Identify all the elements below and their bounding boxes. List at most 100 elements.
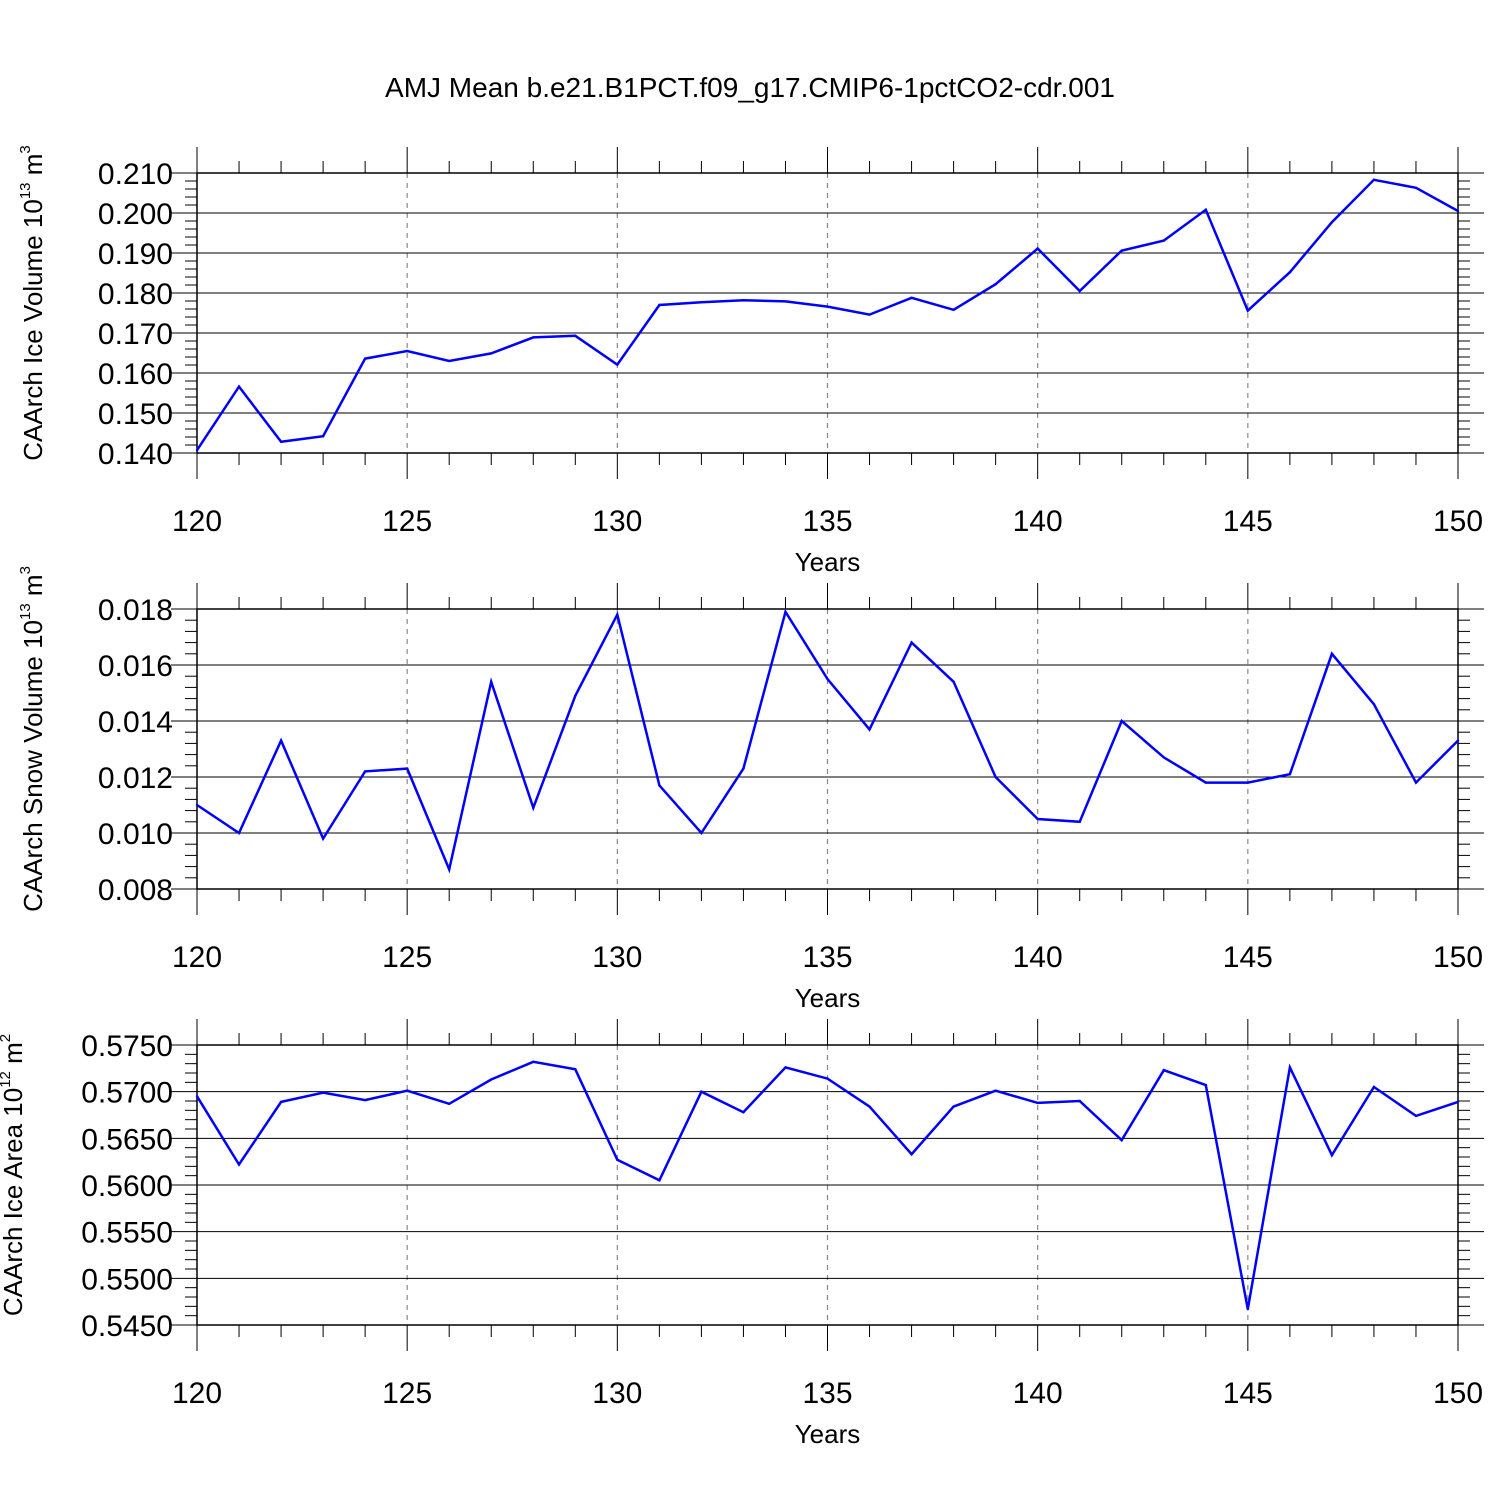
data-point	[1204, 1083, 1208, 1087]
data-point	[910, 641, 913, 644]
x-tick-label: 130	[592, 941, 642, 974]
data-point	[321, 837, 325, 840]
data-point	[1330, 221, 1334, 224]
data-point	[742, 299, 745, 302]
data-point	[742, 1111, 745, 1114]
x-tick-label: 120	[172, 941, 222, 974]
x-axis-label: Years	[795, 1419, 861, 1449]
data-point	[405, 349, 409, 353]
data-point	[1456, 209, 1460, 213]
y-axis-label: CAArch Ice Volume 1013 m3	[17, 145, 48, 461]
panel-1: 120 125 130 135 140 145 150 0.140 0.150 0.160 0.17…	[17, 145, 1484, 577]
y-tick-label: 0.014	[98, 706, 173, 739]
data-point	[363, 357, 367, 360]
data-point	[658, 1179, 661, 1182]
x-tick-label: 140	[1013, 505, 1063, 538]
x-tick-label: 150	[1433, 505, 1483, 538]
y-tick-label: 0.5500	[81, 1263, 173, 1296]
data-point	[279, 1100, 283, 1104]
data-point	[910, 296, 913, 299]
y-tick-label: 0.5450	[81, 1310, 173, 1343]
data-point	[363, 1098, 367, 1102]
data-point	[532, 336, 535, 339]
data-point	[1078, 289, 1081, 293]
y-tick-label: 0.190	[98, 238, 173, 271]
data-point	[1414, 1114, 1418, 1118]
data-point	[658, 784, 661, 787]
data-point	[994, 283, 997, 286]
data-point	[321, 1091, 325, 1094]
x-tick-label: 120	[172, 1377, 222, 1410]
data-point	[1288, 1066, 1292, 1069]
data-point	[490, 352, 493, 355]
data-point	[868, 728, 871, 731]
data-point	[1204, 208, 1208, 211]
data-point	[1246, 1307, 1250, 1311]
data-point	[1162, 756, 1165, 759]
x-tick-label: 135	[802, 941, 852, 974]
y-tick-label: 0.016	[98, 650, 173, 683]
data-point	[1162, 1069, 1165, 1072]
x-tick-label: 145	[1223, 941, 1273, 974]
data-point	[448, 1102, 451, 1106]
data-point	[616, 363, 619, 366]
data-point	[1120, 719, 1123, 723]
data-point	[1372, 178, 1376, 181]
data-point	[826, 677, 829, 681]
data-point	[1456, 739, 1460, 742]
data-point	[1246, 309, 1250, 312]
data-point	[490, 1078, 493, 1081]
data-point	[1120, 249, 1123, 252]
data-point	[1162, 239, 1165, 242]
data-point	[1036, 247, 1039, 250]
y-tick-label: 0.200	[98, 198, 173, 231]
data-point	[1456, 1100, 1460, 1104]
data-point	[784, 610, 787, 613]
data-point	[574, 334, 577, 337]
data-point	[448, 868, 451, 871]
data-point	[994, 1089, 997, 1092]
figure-title: AMJ Mean b.e21.B1PCT.f09_g17.CMIP6-1pctC…	[0, 72, 1500, 104]
data-point	[1414, 186, 1418, 189]
x-tick-label: 145	[1223, 1377, 1273, 1410]
x-tick-label: 135	[802, 505, 852, 538]
data-point	[195, 449, 199, 452]
data-point	[952, 680, 955, 683]
data-point	[1330, 652, 1334, 655]
x-tick-label: 125	[382, 1377, 432, 1410]
data-point	[1078, 820, 1081, 823]
data-point	[195, 1095, 199, 1098]
y-tick-label: 0.140	[98, 438, 173, 471]
data-point	[532, 1060, 535, 1064]
data-point	[1120, 1139, 1123, 1142]
data-point	[321, 435, 325, 438]
data-point	[826, 305, 829, 308]
y-tick-label: 0.5700	[81, 1077, 173, 1110]
x-tick-label: 125	[382, 505, 432, 538]
x-axis-label: Years	[795, 983, 861, 1013]
y-tick-label: 0.180	[98, 278, 173, 311]
data-point	[490, 680, 493, 683]
data-point	[868, 313, 871, 316]
data-point	[1036, 817, 1039, 821]
chart-title: AMJ Mean b.e21.B1PCT.f09_g17.CMIP6-1pctC…	[385, 72, 1115, 103]
data-point	[658, 303, 661, 307]
data-point	[237, 1163, 241, 1166]
y-axis-label: CAArch Ice Area 1012 m2	[0, 1034, 28, 1316]
data-point	[279, 739, 283, 742]
data-point	[994, 775, 997, 779]
data-point	[700, 1090, 703, 1093]
data-point	[700, 831, 703, 835]
x-tick-label: 125	[382, 941, 432, 974]
y-tick-label: 0.160	[98, 358, 173, 391]
data-point	[195, 803, 199, 807]
data-point	[868, 1105, 871, 1108]
data-point	[742, 767, 745, 770]
y-tick-label: 0.010	[98, 818, 173, 851]
data-point	[1246, 781, 1250, 784]
y-tick-label: 0.008	[98, 874, 173, 907]
x-tick-label: 150	[1433, 941, 1483, 974]
data-point	[237, 385, 241, 388]
x-tick-label: 145	[1223, 505, 1273, 538]
